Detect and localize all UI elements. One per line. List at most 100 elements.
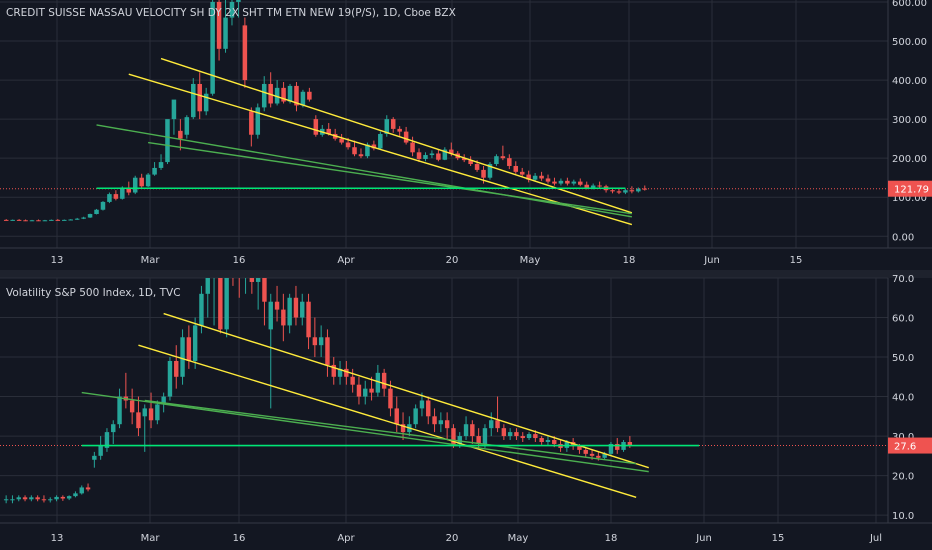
candle	[268, 293, 273, 409]
candle	[117, 388, 122, 429]
plot-area	[0, 0, 888, 226]
candle-body	[545, 178, 551, 182]
candle-body	[35, 497, 40, 500]
candle-body	[22, 497, 28, 500]
candle-body	[350, 376, 355, 385]
candle	[565, 177, 570, 186]
candle	[203, 87, 209, 116]
candle-body	[352, 147, 357, 155]
x-tick-label: 16	[233, 255, 246, 266]
candle	[318, 325, 324, 358]
candle	[41, 495, 47, 503]
candle	[238, 278, 240, 298]
candle-body	[212, 258, 216, 270]
candle-body	[10, 219, 15, 221]
candle	[350, 368, 355, 393]
chart-title-top: CREDIT SUISSE NASSAU VELOCITY SH DY 2X S…	[6, 7, 456, 19]
candle-body	[339, 138, 344, 143]
candle	[255, 103, 261, 139]
x-tick-label: Jul	[869, 533, 882, 544]
candle-body	[500, 156, 506, 159]
candle-body	[48, 499, 53, 501]
candle	[62, 219, 67, 221]
candle-body	[589, 453, 595, 456]
candle	[306, 293, 311, 350]
candle-body	[293, 297, 299, 318]
candle-body	[249, 111, 254, 135]
candle	[519, 167, 525, 177]
candle	[10, 219, 15, 221]
candle	[500, 145, 506, 161]
candle	[165, 119, 170, 165]
candle	[261, 76, 267, 112]
candle	[463, 416, 469, 441]
candle	[325, 329, 330, 377]
y-tick-label: 0.00	[892, 232, 914, 243]
candle	[94, 208, 99, 215]
candle-body	[468, 160, 473, 165]
last-price-label: 27.6	[894, 442, 916, 453]
candle	[174, 345, 179, 389]
candle-body	[307, 91, 312, 100]
candle	[3, 495, 9, 504]
candle-body	[62, 219, 67, 221]
candle	[313, 115, 319, 137]
candle-body	[132, 177, 138, 193]
candle-body	[416, 152, 422, 159]
candle-body	[423, 155, 428, 159]
candle	[552, 177, 557, 186]
x-tick-label: 18	[623, 255, 636, 266]
candle-body	[242, 25, 248, 81]
candle-body	[42, 220, 48, 222]
candle-body	[216, 1, 222, 49]
candle	[545, 436, 551, 446]
candle	[3, 219, 9, 221]
candle-body	[615, 443, 620, 450]
candle	[407, 416, 412, 437]
candle	[48, 497, 53, 503]
candle-body	[444, 420, 450, 429]
candle-body	[457, 436, 462, 444]
candle-body	[229, 1, 235, 18]
candle-body	[186, 337, 192, 361]
candle-body	[495, 420, 500, 429]
candle	[210, 0, 215, 96]
candle	[113, 190, 119, 201]
candle-body	[142, 408, 147, 417]
candle-body	[224, 278, 229, 330]
candle	[85, 483, 91, 492]
candle-body	[520, 436, 525, 439]
candle	[352, 140, 357, 157]
y-tick-label: 20.0	[892, 472, 914, 483]
candle-body	[49, 219, 54, 221]
candle	[344, 360, 349, 385]
x-tick-label: Jun	[703, 255, 720, 266]
candle-body	[274, 87, 280, 104]
x-tick-label: 18	[605, 533, 618, 544]
candle	[107, 192, 112, 204]
candle	[369, 376, 374, 401]
candle	[242, 17, 248, 88]
candle-body	[463, 424, 469, 437]
y-tick-label: 300.00	[892, 115, 927, 126]
candle-body	[120, 187, 125, 199]
panel-separator	[0, 270, 932, 278]
candle	[255, 278, 261, 310]
candle-body	[539, 438, 544, 442]
candle-body	[539, 175, 544, 179]
candle-body	[174, 360, 179, 377]
candle-body	[294, 85, 299, 106]
candle-body	[429, 153, 435, 156]
candle-body	[165, 119, 170, 163]
candle	[623, 188, 628, 195]
candle	[81, 216, 86, 220]
x-tick-label: 13	[51, 533, 64, 544]
candle-body	[158, 162, 164, 168]
candle-body	[203, 93, 209, 112]
candle-body	[192, 325, 198, 361]
candle	[381, 368, 387, 397]
candle-body	[74, 218, 80, 220]
candle-body	[54, 496, 59, 500]
candle	[520, 432, 525, 442]
